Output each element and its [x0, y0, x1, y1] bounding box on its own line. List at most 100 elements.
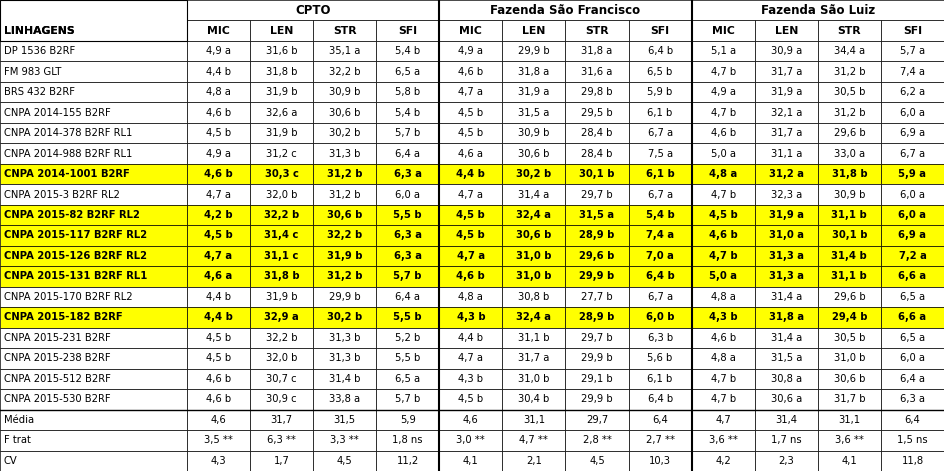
Bar [692, 184, 755, 205]
Bar [187, 102, 250, 123]
Bar [881, 225, 944, 246]
Bar [377, 82, 439, 102]
Bar [692, 266, 755, 287]
Text: 4,5 b: 4,5 b [457, 230, 485, 241]
Text: 4,6 b: 4,6 b [206, 394, 231, 404]
Text: 4,6 b: 4,6 b [206, 108, 231, 118]
Bar [881, 266, 944, 287]
Text: 4,5 b: 4,5 b [458, 128, 483, 138]
Text: 32,2 b: 32,2 b [264, 210, 299, 220]
Text: 4,7 a: 4,7 a [459, 353, 483, 363]
Text: CNPA 2015-131 B2RF RL1: CNPA 2015-131 B2RF RL1 [4, 271, 147, 282]
Text: 4,6 b: 4,6 b [204, 169, 233, 179]
Text: 31,6 b: 31,6 b [266, 46, 297, 56]
Text: LINHAGENS: LINHAGENS [4, 26, 75, 36]
Text: 3,3 **: 3,3 ** [330, 435, 359, 445]
Text: 33,0 a: 33,0 a [834, 148, 865, 159]
Text: Fazenda São Francisco: Fazenda São Francisco [490, 4, 641, 17]
Bar [250, 348, 313, 369]
Bar [565, 246, 629, 266]
Bar [0, 205, 187, 225]
Bar [0, 369, 187, 389]
Text: 31,2 b: 31,2 b [834, 108, 865, 118]
Bar [377, 184, 439, 205]
Text: LINHAGENS: LINHAGENS [4, 26, 75, 36]
Bar [755, 328, 818, 348]
Bar [881, 123, 944, 143]
Bar [502, 164, 565, 184]
Bar [187, 82, 250, 102]
Bar [0, 410, 187, 430]
Text: 4,6 b: 4,6 b [206, 374, 231, 384]
Text: 6,4 a: 6,4 a [396, 292, 420, 302]
Bar [439, 41, 502, 61]
Text: 4,9 a: 4,9 a [459, 46, 483, 56]
Text: 32,3 a: 32,3 a [770, 189, 801, 200]
Bar [250, 61, 313, 82]
Text: 1,8 ns: 1,8 ns [393, 435, 423, 445]
Text: CNPA 2014-155 B2RF: CNPA 2014-155 B2RF [4, 108, 110, 118]
Bar [187, 164, 250, 184]
Bar [755, 164, 818, 184]
Text: 6,7 a: 6,7 a [648, 189, 673, 200]
Text: 4,6 b: 4,6 b [711, 333, 735, 343]
Bar [629, 205, 692, 225]
Bar [755, 307, 818, 328]
Bar [818, 287, 881, 307]
Bar [502, 369, 565, 389]
Bar [250, 20, 313, 41]
Bar [0, 20, 187, 41]
Text: 30,6 b: 30,6 b [518, 148, 549, 159]
Bar [187, 266, 250, 287]
Text: 4,8 a: 4,8 a [206, 87, 231, 97]
Text: 28,9 b: 28,9 b [580, 312, 615, 323]
Text: 31,6 a: 31,6 a [582, 67, 613, 77]
Text: 31,9 b: 31,9 b [327, 251, 362, 261]
Bar [692, 307, 755, 328]
Bar [250, 184, 313, 205]
Bar [313, 410, 376, 430]
Bar [692, 225, 755, 246]
Text: 4,5 b: 4,5 b [458, 394, 483, 404]
Bar [818, 164, 881, 184]
Text: 4,5 b: 4,5 b [206, 353, 231, 363]
Text: 6,4 b: 6,4 b [648, 46, 673, 56]
Text: 4,7 a: 4,7 a [206, 189, 231, 200]
Bar [629, 164, 692, 184]
Text: 31,4 b: 31,4 b [329, 374, 361, 384]
Text: 29,6 b: 29,6 b [834, 292, 866, 302]
Bar [377, 430, 439, 451]
Text: CNPA 2015-182 B2RF: CNPA 2015-182 B2RF [4, 312, 123, 323]
Text: 6,1 b: 6,1 b [648, 108, 673, 118]
Bar [187, 0, 439, 20]
Bar [565, 348, 629, 369]
Bar [0, 307, 187, 328]
Text: 3,5 **: 3,5 ** [204, 435, 233, 445]
Bar [629, 451, 692, 471]
Text: 5,9: 5,9 [400, 415, 415, 425]
Bar [755, 451, 818, 471]
Text: 7,4 a: 7,4 a [900, 67, 925, 77]
Bar [818, 41, 881, 61]
Text: 6,9 a: 6,9 a [899, 230, 926, 241]
Bar [565, 287, 629, 307]
Bar [377, 102, 439, 123]
Bar [692, 410, 755, 430]
Bar [692, 143, 755, 164]
Text: 32,0 b: 32,0 b [266, 353, 297, 363]
Text: 4,5: 4,5 [589, 456, 605, 466]
Bar [0, 184, 187, 205]
Bar [187, 369, 250, 389]
Bar [439, 410, 502, 430]
Text: 31,7 a: 31,7 a [770, 128, 802, 138]
Bar [502, 246, 565, 266]
Text: 1,7: 1,7 [274, 456, 290, 466]
Bar [881, 102, 944, 123]
Text: 6,9 a: 6,9 a [900, 128, 925, 138]
Text: 32,6 a: 32,6 a [266, 108, 297, 118]
Text: 4,6 a: 4,6 a [459, 148, 483, 159]
Bar [187, 61, 250, 82]
Text: 4,9 a: 4,9 a [711, 87, 735, 97]
Bar [313, 266, 376, 287]
Bar [439, 0, 692, 20]
